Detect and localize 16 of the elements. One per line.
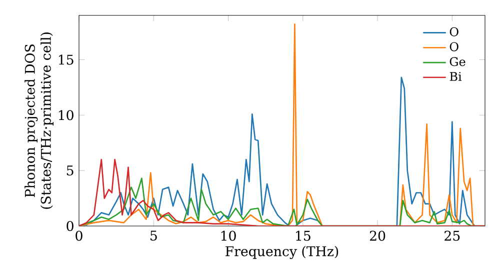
y-tick-label: 15 bbox=[58, 54, 74, 65]
x-tick-label: 5 bbox=[150, 230, 157, 241]
legend-label: O bbox=[450, 27, 458, 36]
legend-label: Ge bbox=[450, 57, 466, 66]
y-tick-label: 5 bbox=[66, 166, 74, 176]
legend-label: Bi bbox=[450, 72, 462, 81]
x-axis-title: Frequency (THz) bbox=[226, 246, 338, 260]
x-tick-label: 0 bbox=[76, 230, 82, 241]
x-tick-label: 15 bbox=[296, 230, 310, 241]
y-tick-label: 0 bbox=[66, 220, 74, 232]
y-tick-label: 10 bbox=[58, 110, 74, 120]
legend-label: O bbox=[450, 42, 458, 52]
x-tick-label: 20 bbox=[370, 230, 386, 241]
x-tick-label: 10 bbox=[221, 230, 236, 241]
x-tick-label: 25 bbox=[444, 230, 460, 241]
y-axis-title: Phonon projected DOS (States/THz·primitive cell) bbox=[24, 32, 54, 209]
